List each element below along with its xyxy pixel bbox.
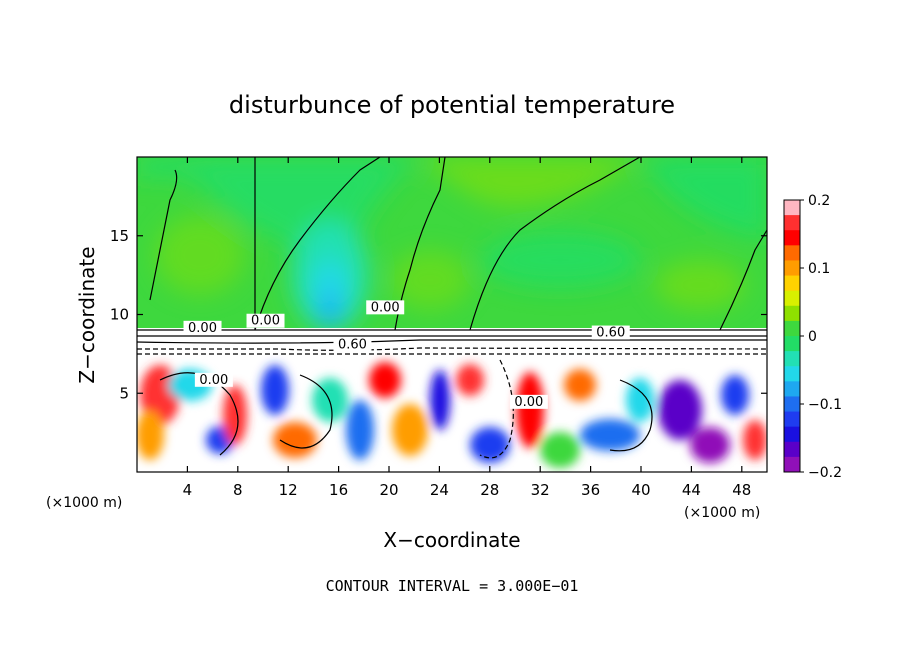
colorbar-swatch <box>784 441 800 458</box>
x-tick-label: 36 <box>581 481 600 499</box>
contour-label-bg <box>194 372 233 387</box>
y-axis-ticks: 5 10 15 <box>110 227 767 402</box>
x-unit-left: (×1000 m) <box>46 495 122 511</box>
contour-label: 0.00 <box>251 314 280 329</box>
x-unit-right: (×1000 m) <box>684 505 760 521</box>
x-tick-label: 8 <box>233 481 243 499</box>
y-axis-label: Z−coordinate <box>75 246 99 383</box>
colorbar-swatch <box>784 200 800 216</box>
y-tick-label: 10 <box>110 306 129 324</box>
contour-label: 0.00 <box>514 395 543 410</box>
contour-label-bg <box>246 313 285 328</box>
colorbar-swatch <box>784 305 800 322</box>
colorbar-tick-label: 0 <box>808 329 817 345</box>
x-tick-label: 40 <box>631 481 650 499</box>
colorbar-swatch <box>784 426 800 443</box>
x-tick-label: 32 <box>531 481 550 499</box>
contour-interval-note: CONTOUR INTERVAL = 3.000E−01 <box>326 577 579 595</box>
contour-label: 0.60 <box>338 337 367 352</box>
colorbar-swatch <box>784 351 800 367</box>
colorbar-tick-label: −0.1 <box>808 397 842 413</box>
colorbar-swatch <box>784 336 800 352</box>
colorbar-swatch <box>784 411 800 428</box>
x-tick-label: 28 <box>480 481 499 499</box>
x-tick-label: 12 <box>279 481 298 499</box>
colorbar-swatch <box>784 396 800 413</box>
colorbar-swatch <box>784 230 800 246</box>
colorbar-tick-label: −0.2 <box>808 465 842 481</box>
x-tick-label: 48 <box>732 481 751 499</box>
colorbar-swatch <box>784 320 800 337</box>
contour-label: 0.00 <box>199 373 228 388</box>
colorbar-swatch <box>784 456 800 473</box>
colorbar-swatch <box>784 366 800 382</box>
contour-label-bg <box>333 337 372 352</box>
colorbar-swatch <box>784 275 800 292</box>
colorbar-swatch <box>784 245 800 261</box>
x-tick-label: 16 <box>329 481 348 499</box>
y-tick-label: 5 <box>119 384 129 402</box>
x-tick-label: 4 <box>183 481 193 499</box>
contour-label: 0.60 <box>596 326 625 341</box>
colorbar-swatch <box>784 290 800 307</box>
x-tick-label: 44 <box>682 481 701 499</box>
contour-label-bg <box>591 325 630 340</box>
contour-label-bg <box>366 300 405 315</box>
colorbar-swatch <box>784 381 800 397</box>
colorbar-tick-label: 0.1 <box>808 261 830 277</box>
colorbar: 0.2 0.1 0 −0.1 −0.2 <box>783 193 842 481</box>
x-tick-label: 24 <box>430 481 449 499</box>
colorbar-tick-label: 0.2 <box>808 193 830 209</box>
inversion-band <box>137 328 767 356</box>
contour-label: 0.00 <box>371 300 400 315</box>
y-tick-label: 15 <box>110 227 129 245</box>
upper-field-variations <box>137 157 767 330</box>
plot-area: 0.00 0.00 0.00 0.60 0.60 0.00 0.00 <box>137 157 767 472</box>
contour-label-bg <box>183 320 222 335</box>
x-tick-label: 20 <box>379 481 398 499</box>
colorbar-swatch <box>784 215 800 231</box>
contour-label-bg <box>509 394 548 409</box>
chart-title: disturbunce of potential temperature <box>229 91 675 119</box>
contour-labels: 0.00 0.00 0.00 0.60 0.60 0.00 0.00 <box>183 300 630 410</box>
x-axis-label: X−coordinate <box>383 528 520 552</box>
x-axis-ticks: 4 8 12 16 20 24 28 32 36 40 44 48 <box>183 157 751 499</box>
colorbar-swatch <box>784 260 800 277</box>
contour-label: 0.00 <box>188 321 217 336</box>
